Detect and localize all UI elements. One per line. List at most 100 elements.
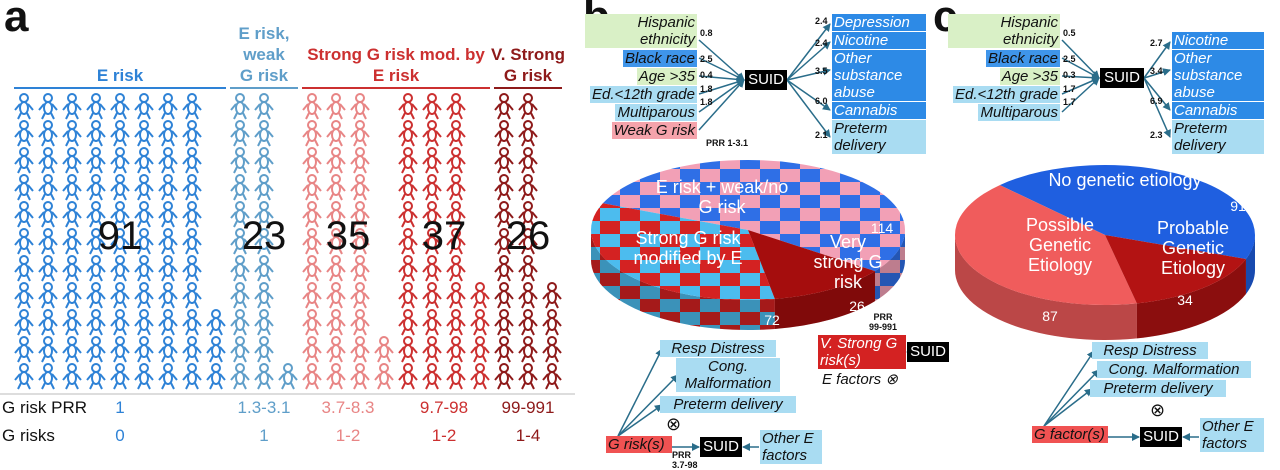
- icon-limbs: [326, 265, 346, 282]
- icon-head: [403, 147, 413, 157]
- icon-limbs: [326, 292, 346, 309]
- icon-limbs: [14, 130, 34, 147]
- person-icon: [518, 174, 538, 201]
- icon-head: [235, 282, 245, 292]
- icon-limbs: [254, 373, 274, 390]
- icon-head: [403, 120, 413, 130]
- person-icon: [182, 282, 202, 309]
- person-icon: [62, 309, 82, 336]
- icon-limbs: [38, 238, 58, 255]
- icon-limbs: [518, 265, 538, 282]
- icon-head: [451, 309, 461, 319]
- icon-limbs: [14, 184, 34, 201]
- icon-body: [547, 344, 557, 358]
- icon-body: [451, 263, 461, 277]
- factor-ratio: 2.1: [815, 130, 828, 140]
- row-value: 3.7-8.3: [321, 398, 375, 417]
- icon-body: [283, 371, 293, 385]
- icon-body: [451, 236, 461, 250]
- icon-head: [115, 147, 125, 157]
- icon-head: [427, 336, 437, 346]
- factor-ratio: 0.3: [1063, 70, 1076, 80]
- suid-box: SUID: [907, 342, 949, 362]
- person-icon: [302, 363, 322, 390]
- icon-body: [307, 263, 317, 277]
- icon-body: [307, 209, 317, 223]
- icon-body: [355, 182, 365, 196]
- icon-body: [475, 371, 485, 385]
- icon-body: [115, 344, 125, 358]
- icon-limbs: [398, 211, 418, 228]
- person-icon: [254, 255, 274, 282]
- icon-head: [451, 120, 461, 130]
- icon-body: [499, 236, 509, 250]
- icon-body: [259, 128, 269, 142]
- group-header: E risk: [96, 66, 144, 85]
- icon-limbs: [86, 184, 106, 201]
- risk-factor: Ed.<12th grade: [952, 86, 1060, 103]
- icon-limbs: [302, 130, 322, 147]
- icon-body: [235, 128, 245, 142]
- person-icon: [86, 120, 106, 147]
- icon-head: [187, 174, 197, 184]
- person-icon: [110, 309, 130, 336]
- icon-body: [187, 344, 197, 358]
- person-icon: [134, 120, 154, 147]
- icon-body: [163, 101, 173, 115]
- icon-limbs: [14, 373, 34, 390]
- independence-symbol: ⊗: [666, 414, 682, 434]
- icon-body: [67, 263, 77, 277]
- person-icon: [470, 336, 490, 363]
- icon-head: [355, 120, 365, 130]
- icon-body: [403, 290, 413, 304]
- icon-body: [355, 101, 365, 115]
- person-icon: [422, 363, 442, 390]
- person-icon: [182, 309, 202, 336]
- icon-limbs: [86, 238, 106, 255]
- icon-head: [43, 147, 53, 157]
- icon-head: [139, 309, 149, 319]
- person-icon: [398, 336, 418, 363]
- icon-body: [547, 290, 557, 304]
- person-icon: [350, 228, 370, 255]
- icon-body: [163, 290, 173, 304]
- icon-limbs: [158, 157, 178, 174]
- icon-limbs: [86, 265, 106, 282]
- icon-body: [43, 371, 53, 385]
- icon-head: [331, 336, 341, 346]
- icon-body: [19, 317, 29, 331]
- person-icon: [230, 255, 250, 282]
- icon-body: [115, 182, 125, 196]
- icon-head: [115, 174, 125, 184]
- factor-ratio: 0.5: [1063, 28, 1076, 38]
- person-icon: [158, 336, 178, 363]
- person-icon: [350, 282, 370, 309]
- icon-head: [115, 363, 125, 373]
- icon-head: [355, 336, 365, 346]
- icon-body: [427, 128, 437, 142]
- icon-body: [499, 263, 509, 277]
- icon-body: [67, 317, 77, 331]
- person-icon: [494, 363, 514, 390]
- factor-ratio: 2.5: [700, 54, 713, 64]
- icon-head: [331, 120, 341, 130]
- icon-body: [19, 155, 29, 169]
- icon-body: [403, 344, 413, 358]
- icon-body: [307, 155, 317, 169]
- icon-body: [331, 263, 341, 277]
- person-icon: [518, 120, 538, 147]
- icon-body: [307, 128, 317, 142]
- person-icon: [230, 120, 250, 147]
- icon-limbs: [518, 157, 538, 174]
- person-icon: [398, 255, 418, 282]
- icon-head: [403, 201, 413, 211]
- person-icon: [158, 363, 178, 390]
- icon-head: [67, 363, 77, 373]
- arrow: [617, 404, 663, 437]
- icon-limbs: [158, 265, 178, 282]
- icon-body: [499, 290, 509, 304]
- icon-limbs: [86, 292, 106, 309]
- person-icon: [446, 228, 466, 255]
- icon-head: [355, 309, 365, 319]
